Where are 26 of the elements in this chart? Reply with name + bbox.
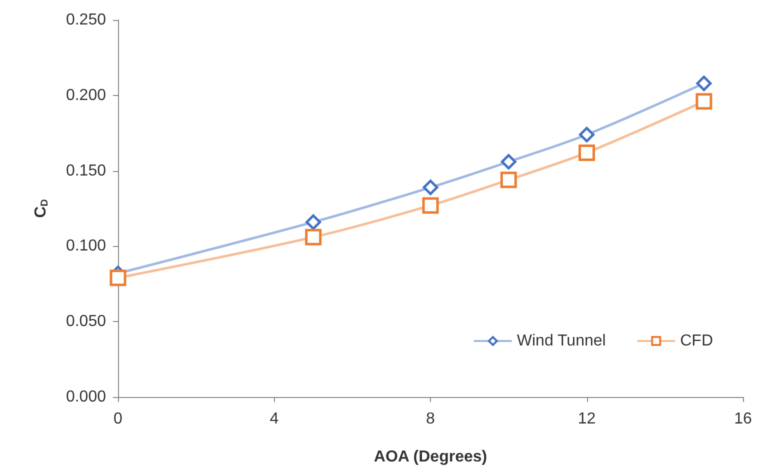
y-tick-label: 0.150 bbox=[66, 162, 106, 180]
x-tick-label: 0 bbox=[114, 410, 123, 428]
y-tick-label: 0.050 bbox=[66, 313, 106, 330]
point bbox=[305, 228, 322, 246]
y-axis-title: CD bbox=[32, 199, 50, 218]
point bbox=[306, 214, 322, 230]
point bbox=[578, 144, 595, 161]
y-tick-label: 0.000 bbox=[66, 388, 106, 406]
x-tick-label: 16 bbox=[734, 410, 752, 428]
point bbox=[696, 76, 712, 92]
legend-label: CFD bbox=[680, 332, 714, 350]
point bbox=[500, 172, 517, 188]
point bbox=[579, 126, 594, 142]
x-axis-title: AOA (Degrees) bbox=[374, 448, 488, 466]
point bbox=[696, 93, 712, 110]
point bbox=[110, 270, 126, 286]
x-tick-label: 8 bbox=[426, 410, 436, 428]
x-tick-label: 4 bbox=[270, 410, 279, 428]
point bbox=[422, 180, 438, 196]
y-tick-label: 0.250 bbox=[66, 12, 106, 28]
legend-label: Wind Tunnel bbox=[516, 332, 606, 350]
point bbox=[422, 197, 439, 214]
y-tick-label: 0.200 bbox=[66, 86, 106, 104]
x-tick-label: 12 bbox=[578, 410, 596, 428]
point bbox=[500, 154, 516, 170]
y-tick-label: 0.100 bbox=[66, 238, 106, 255]
